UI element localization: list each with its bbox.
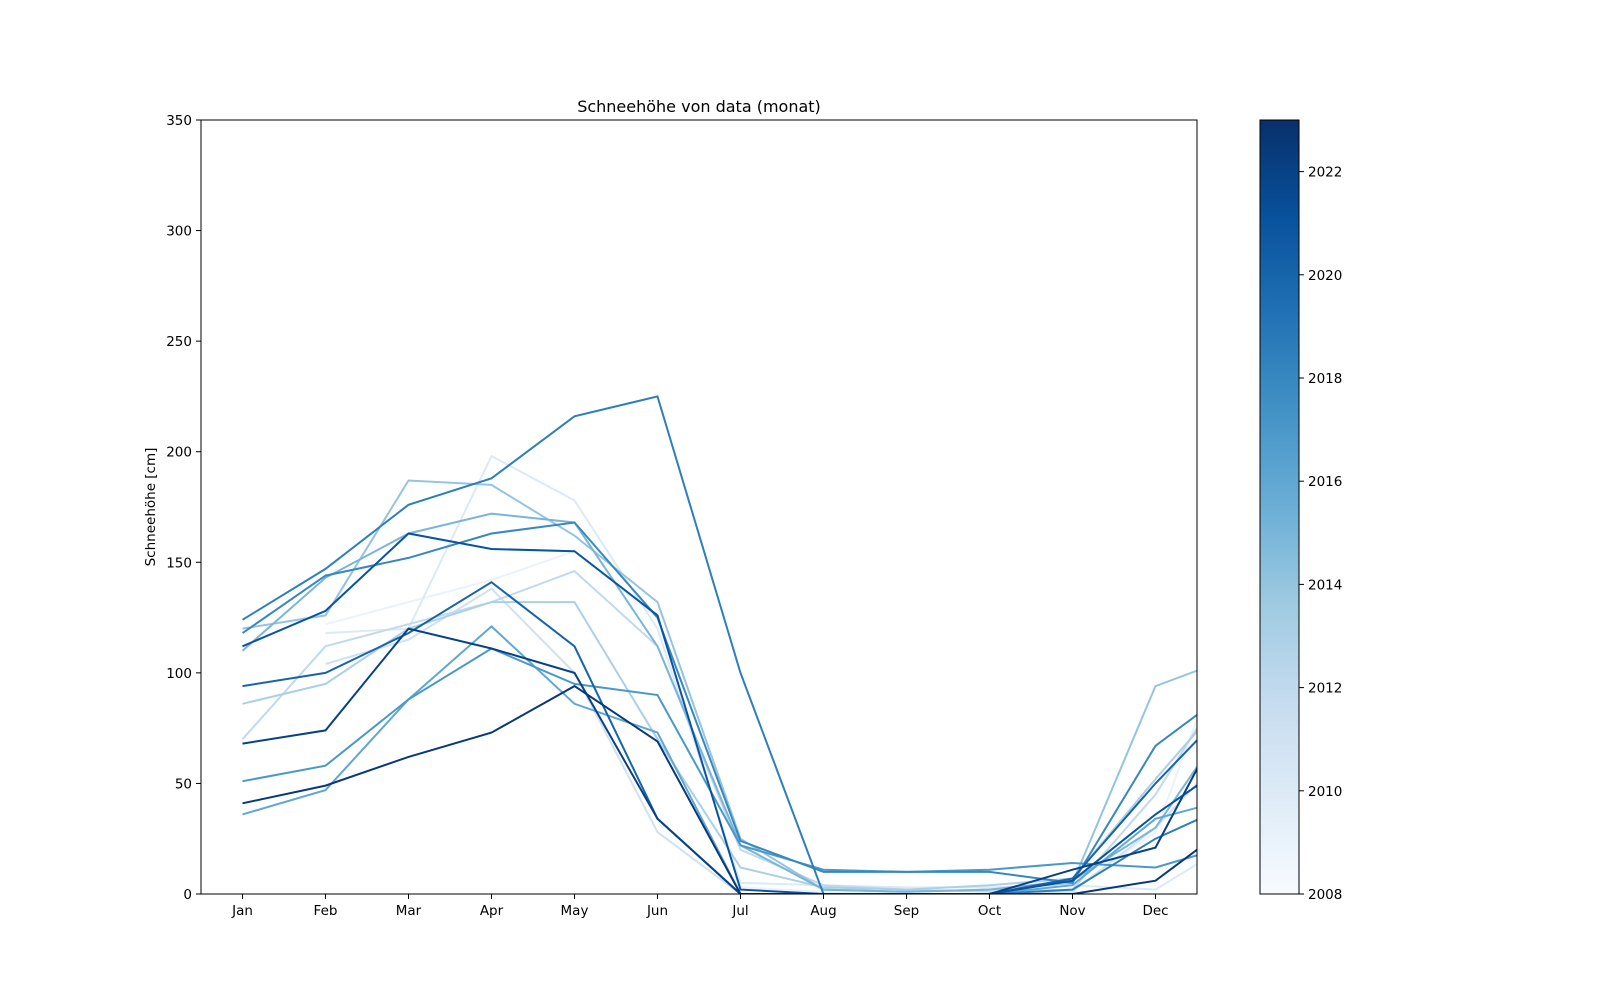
series-line xyxy=(242,580,1197,894)
x-tick-label: Oct xyxy=(978,903,1001,919)
x-tick-label: Feb xyxy=(314,903,338,919)
colorbar-tick-label: 2012 xyxy=(1308,681,1342,697)
colorbar-tick-label: 2020 xyxy=(1308,268,1342,284)
series-layer xyxy=(241,395,1197,894)
colorbar-ticks: 2008 2010 2012 2014 2016 2018 2020 2022 xyxy=(1299,165,1342,903)
y-axis-label: Schneehöhe [cm] xyxy=(143,448,159,567)
series-line xyxy=(242,627,1197,894)
y-tick-label: 150 xyxy=(166,555,192,571)
x-tick-label: Jul xyxy=(731,903,748,919)
colorbar-tick-label: 2014 xyxy=(1308,577,1342,593)
colorbar-tick-label: 2018 xyxy=(1308,371,1342,387)
x-tick-label: Jan xyxy=(231,903,253,919)
x-tick-label: Dec xyxy=(1142,903,1168,919)
colorbar-tick-label: 2008 xyxy=(1308,887,1342,903)
series-line xyxy=(242,532,1197,894)
x-tick-label: Sep xyxy=(894,903,919,919)
x-tick-label: Jun xyxy=(646,903,668,919)
colorbar: 2008 2010 2012 2014 2016 2018 2020 2022 xyxy=(1259,119,1342,903)
y-tick-label: 50 xyxy=(175,776,192,792)
colorbar-tick-label: 2010 xyxy=(1308,784,1342,800)
series-line xyxy=(242,647,1197,873)
x-tick-label: Mar xyxy=(396,903,422,919)
colorbar-tick-label: 2016 xyxy=(1308,474,1342,490)
x-tick-label: Nov xyxy=(1059,903,1085,919)
x-tick-label: May xyxy=(561,903,589,919)
x-tick-label: Apr xyxy=(480,903,504,919)
x-tick-label: Aug xyxy=(810,903,836,919)
y-tick-label: 300 xyxy=(166,224,192,240)
axes-layer: Jan Feb Mar Apr May Jun Jul Aug Sep Oct Nov Dec 0 50 1… xyxy=(166,113,1168,919)
colorbar-gradient xyxy=(1259,119,1300,895)
series-line xyxy=(241,521,1197,884)
chart-title: Schneehöhe von data (monat) xyxy=(577,97,821,116)
y-tick-label: 200 xyxy=(166,445,192,461)
series-line xyxy=(242,684,1197,894)
y-tick-label: 0 xyxy=(183,887,192,903)
plot-frame xyxy=(200,119,1198,895)
colorbar-tick-label: 2022 xyxy=(1308,165,1342,181)
y-tick-label: 100 xyxy=(166,666,192,682)
series-line xyxy=(241,395,1197,894)
y-tick-label: 250 xyxy=(166,334,192,350)
y-tick-label: 350 xyxy=(166,113,192,129)
series-line xyxy=(241,512,1197,893)
